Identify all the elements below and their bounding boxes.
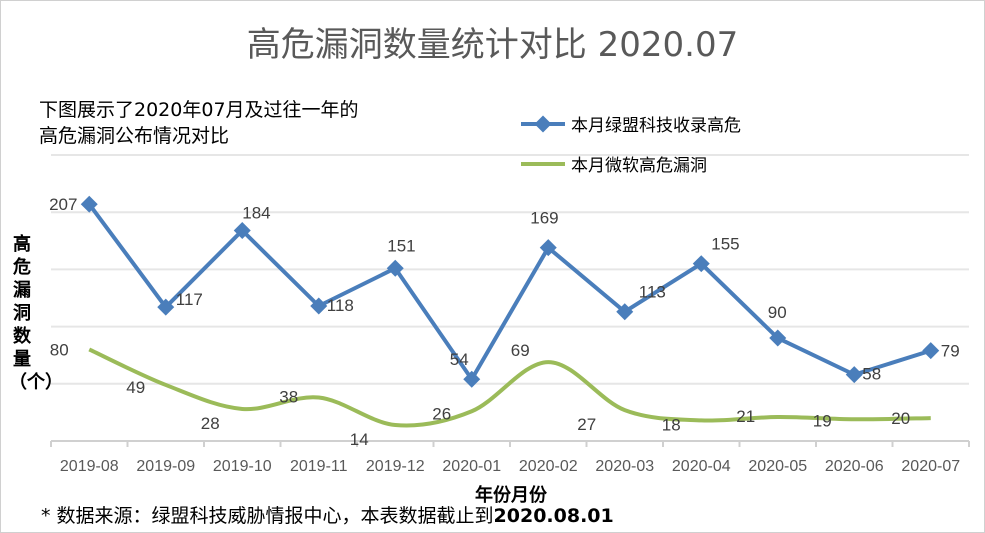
data-label: 151 [387,236,415,255]
data-label: 184 [242,204,270,223]
x-tick-label: 2020-07 [901,458,960,475]
data-point-marker [539,239,557,257]
data-label: 14 [350,430,369,449]
x-axis-title: 年份月份 [475,485,547,506]
data-label: 28 [201,414,220,433]
data-label: 69 [511,341,530,360]
data-label: 54 [450,350,469,369]
data-label: 169 [530,209,558,228]
x-tick-label: 2019-11 [290,458,348,475]
source-note: * 数据来源：绿盟科技威胁情报中心，本表数据截止到2020.08.01 [41,501,614,528]
data-label: 155 [711,235,739,254]
data-point-marker [845,366,863,384]
data-label: 21 [736,407,755,426]
x-tick-label: 2019-09 [136,458,195,475]
data-point-marker [157,298,175,316]
data-label: 18 [662,415,681,434]
data-label: 19 [813,411,832,430]
chart-subtitle: 下图展示了2020年07月及过往一年的 高危漏洞公布情况对比 [39,99,359,147]
data-point-marker [922,342,940,360]
data-point-marker [769,329,787,347]
data-point-marker [310,297,328,315]
legend-label-series1: 本月绿盟科技收录高危 [571,116,741,136]
legend-item-series1: 本月绿盟科技收录高危 [521,111,741,136]
data-label: 38 [279,388,298,407]
chart-title: 高危漏洞数量统计对比 2020.07 [246,25,739,65]
data-point-marker [616,303,634,321]
data-point-marker [80,195,98,213]
data-point-marker [692,255,710,273]
x-tick-label: 2019-08 [60,458,119,475]
data-point-marker [233,222,251,239]
data-label: 27 [577,415,596,434]
data-point-marker [386,259,404,277]
x-tick-label: 2020-04 [672,458,731,475]
source-note-date: 2020.08.01 [493,505,614,527]
data-point-marker [463,370,481,388]
x-tick-label: 2020-03 [595,458,654,475]
x-tick-label: 2020-01 [442,458,501,475]
x-tick-label: 2020-02 [519,458,578,475]
x-tick-label: 2020-06 [825,458,884,475]
data-label: 20 [891,409,910,428]
data-label: 118 [327,296,354,315]
legend-item-series2: 本月微软高危漏洞 [521,151,707,176]
data-label: 26 [432,404,451,423]
data-label: 117 [176,290,203,309]
x-tick-label: 2019-12 [366,458,425,475]
data-label: 90 [768,303,787,322]
series-line-microsoft [88,347,931,428]
data-label: 207 [49,195,77,214]
x-tick-label: 2019-10 [213,458,272,475]
series-line-nsfocus [87,202,932,383]
data-label: 80 [50,340,69,359]
x-tick-label: 2020-05 [748,458,807,475]
data-label: 49 [126,378,145,397]
source-note-text: * 数据来源：绿盟科技威胁情报中心，本表数据截止到 [41,505,494,527]
legend-diamond-line-icon [521,115,565,132]
data-label: 113 [639,283,666,302]
data-label: 58 [862,365,881,384]
legend-line-icon [521,161,565,166]
data-label: 79 [941,342,960,361]
legend-label-series2: 本月微软高危漏洞 [571,156,707,176]
